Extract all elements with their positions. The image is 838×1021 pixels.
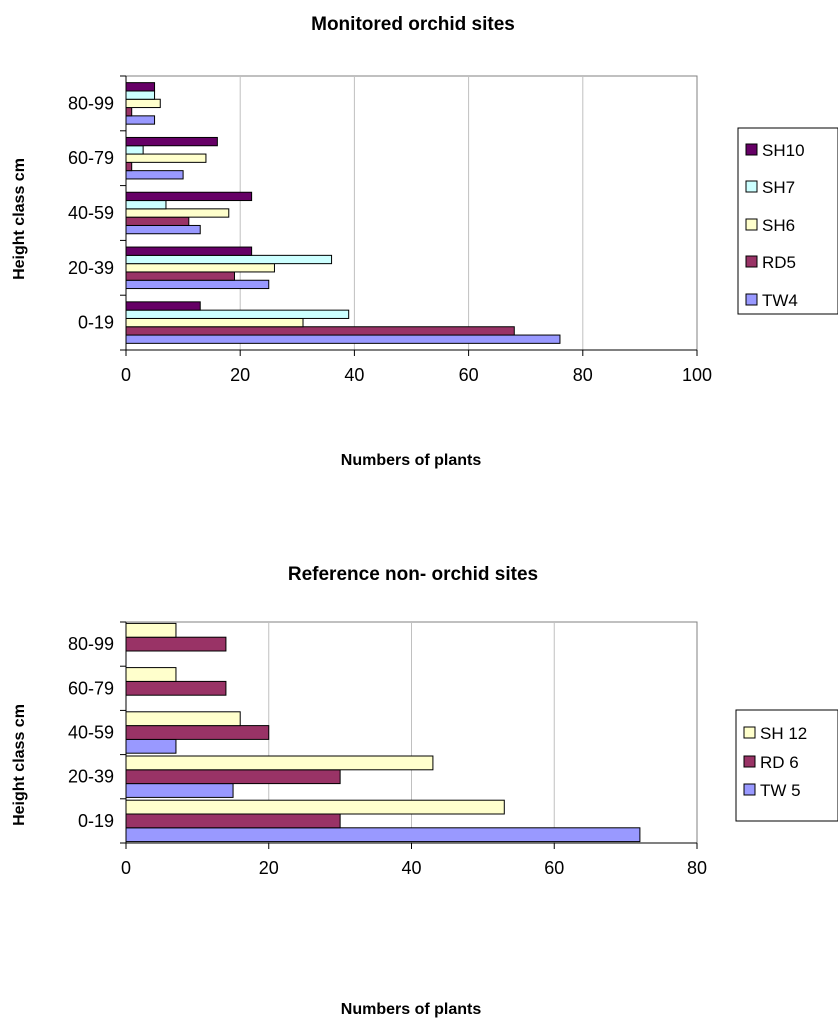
bar bbox=[125, 153, 207, 163]
x-tick-label: 80 bbox=[573, 365, 593, 385]
legend: SH10 SH7 SH6 RD5 TW4 bbox=[737, 127, 838, 315]
bar bbox=[125, 769, 341, 785]
y-axis-title: Height class cm bbox=[11, 158, 28, 280]
bar bbox=[125, 755, 434, 771]
bar bbox=[125, 98, 161, 109]
bar bbox=[125, 309, 350, 319]
bar bbox=[125, 301, 201, 311]
y-tick-label: 80-99 bbox=[68, 93, 114, 113]
bar bbox=[125, 208, 230, 218]
bar bbox=[125, 799, 505, 815]
legend-swatch bbox=[745, 143, 758, 156]
legend-swatch bbox=[743, 755, 756, 768]
y-tick-label: 60-79 bbox=[68, 148, 114, 168]
bar bbox=[125, 161, 133, 172]
bar bbox=[125, 827, 641, 843]
y-tick-label: 80-99 bbox=[68, 634, 114, 654]
bar bbox=[125, 667, 177, 682]
bar bbox=[125, 82, 156, 92]
bar bbox=[125, 216, 190, 226]
x-tick-label: 40 bbox=[344, 365, 364, 385]
legend-label: RD 6 bbox=[760, 753, 799, 772]
legend-label: SH6 bbox=[762, 216, 795, 235]
bar bbox=[125, 680, 227, 696]
bar bbox=[125, 738, 177, 754]
legend-swatch bbox=[745, 218, 758, 231]
bar bbox=[125, 107, 133, 117]
x-tick-label: 80 bbox=[687, 858, 707, 878]
bar bbox=[125, 622, 177, 638]
bar bbox=[125, 326, 515, 336]
y-tick-label: 0-19 bbox=[78, 811, 114, 831]
legend-swatch bbox=[743, 726, 756, 739]
bar bbox=[125, 279, 270, 290]
plot-area: 0 20 40 60 80 0-19 20-39 40-59 60-79 80-99 bbox=[68, 621, 707, 878]
x-tick-label: 0 bbox=[121, 365, 131, 385]
bar bbox=[125, 90, 156, 100]
bar bbox=[125, 334, 561, 344]
y-tick-label: 20-39 bbox=[68, 258, 114, 278]
bar bbox=[125, 271, 235, 281]
x-tick-label: 100 bbox=[682, 365, 712, 385]
chart-title: Monitored orchid sites bbox=[311, 14, 515, 35]
bar bbox=[125, 136, 218, 147]
legend-swatch bbox=[745, 293, 758, 306]
x-axis-title: Numbers of plants bbox=[341, 1001, 482, 1018]
legend-label: TW 5 bbox=[760, 781, 801, 800]
x-tick-label: 60 bbox=[459, 365, 479, 385]
bar bbox=[125, 813, 341, 829]
x-tick-label: 20 bbox=[259, 858, 279, 878]
y-tick-label: 40-59 bbox=[68, 203, 114, 223]
bar bbox=[125, 246, 253, 256]
bar bbox=[125, 170, 184, 180]
bar bbox=[125, 191, 253, 202]
bar bbox=[125, 254, 333, 265]
legend-label: SH7 bbox=[762, 178, 795, 197]
bar bbox=[125, 636, 227, 652]
chart-title: Reference non- orchid sites bbox=[288, 564, 538, 585]
chart-reference: Reference non- orchid sites Numbers of p… bbox=[11, 564, 838, 1018]
bar bbox=[125, 725, 270, 740]
x-axis-title: Numbers of plants bbox=[341, 452, 482, 469]
x-tick-label: 40 bbox=[401, 858, 421, 878]
bar bbox=[125, 783, 234, 798]
y-tick-label: 0-19 bbox=[78, 313, 114, 333]
bar bbox=[125, 263, 275, 273]
x-tick-label: 0 bbox=[121, 858, 131, 878]
chart-monitored: Monitored orchid sites Numbers of plants… bbox=[11, 14, 838, 469]
legend: SH 12 RD 6 TW 5 bbox=[735, 709, 838, 822]
legend-swatch bbox=[745, 180, 758, 193]
y-tick-label: 20-39 bbox=[68, 767, 114, 787]
plot-area: 0 20 40 60 80 100 0-19 20-39 40-59 60-79 80-99 bbox=[68, 75, 712, 385]
legend-label: RD5 bbox=[762, 253, 796, 272]
legend-swatch bbox=[745, 255, 758, 268]
bar bbox=[125, 711, 241, 727]
legend-label: SH 12 bbox=[760, 724, 807, 743]
x-tick-label: 20 bbox=[230, 365, 250, 385]
y-tick-label: 40-59 bbox=[68, 723, 114, 743]
bar bbox=[125, 200, 167, 210]
bar bbox=[125, 317, 304, 328]
y-tick-label: 60-79 bbox=[68, 678, 114, 698]
bar bbox=[125, 115, 156, 125]
bar bbox=[125, 224, 201, 235]
bar bbox=[125, 145, 144, 155]
legend-swatch bbox=[743, 783, 756, 796]
x-tick-label: 60 bbox=[544, 858, 564, 878]
y-axis-title: Height class cm bbox=[11, 704, 28, 826]
legend-label: SH10 bbox=[762, 141, 805, 160]
legend-label: TW4 bbox=[762, 291, 798, 310]
